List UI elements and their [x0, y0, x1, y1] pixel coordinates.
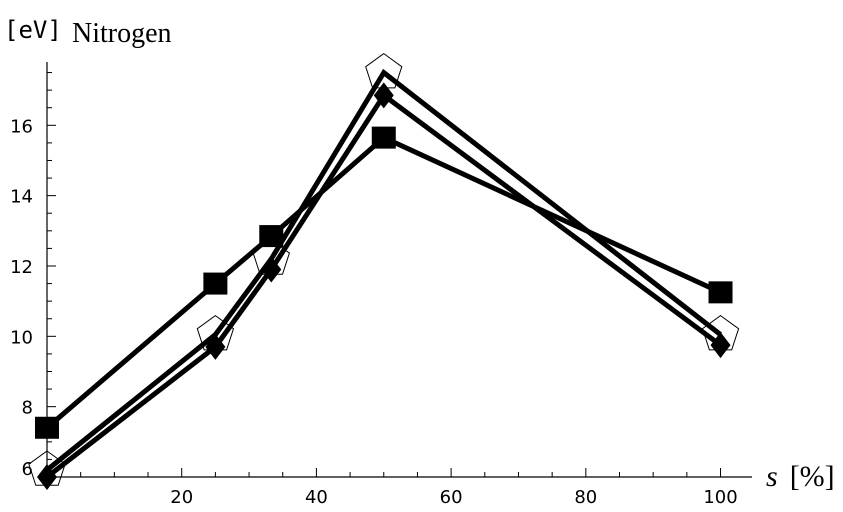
chart-title: Nitrogen: [72, 18, 172, 49]
series-layer: [28, 52, 740, 490]
data-point-diamond: [205, 333, 226, 360]
x-tick-label: 20: [170, 487, 193, 508]
axes: 20 40 60 80 100 8 10 12 14 16 6: [10, 62, 752, 508]
x-tick-label: 80: [574, 487, 597, 508]
y-tick-label: 6: [22, 459, 33, 480]
data-point-square: [203, 272, 228, 295]
data-point-square: [708, 281, 733, 304]
data-point-diamond: [37, 464, 57, 490]
y-tick-label: 14: [10, 187, 33, 208]
x-tick-label: 100: [703, 487, 737, 508]
x-tick-label: 60: [440, 487, 463, 508]
series-line-square: [45, 134, 722, 430]
y-tick-label: 16: [10, 116, 33, 137]
x-tick-label: 40: [305, 487, 328, 508]
y-axis-unit-label: [eV]: [4, 16, 62, 44]
x-axis-label: s [%]: [766, 460, 835, 493]
data-point-diamond: [261, 256, 282, 283]
data-point-square: [371, 126, 396, 149]
series-line-diamond: [45, 91, 722, 479]
x-axis-variable: s: [766, 460, 778, 493]
labels: [eV] Nitrogen s [%]: [4, 16, 835, 493]
x-axis-unit: [%]: [790, 460, 835, 493]
data-point-diamond: [710, 332, 731, 359]
data-point-diamond: [373, 82, 394, 109]
y-tick-label: 8: [22, 398, 33, 419]
y-tick-label: 12: [10, 257, 33, 278]
data-point-square: [35, 416, 59, 439]
y-tick-label: 10: [10, 327, 33, 348]
data-point-square: [259, 225, 284, 248]
